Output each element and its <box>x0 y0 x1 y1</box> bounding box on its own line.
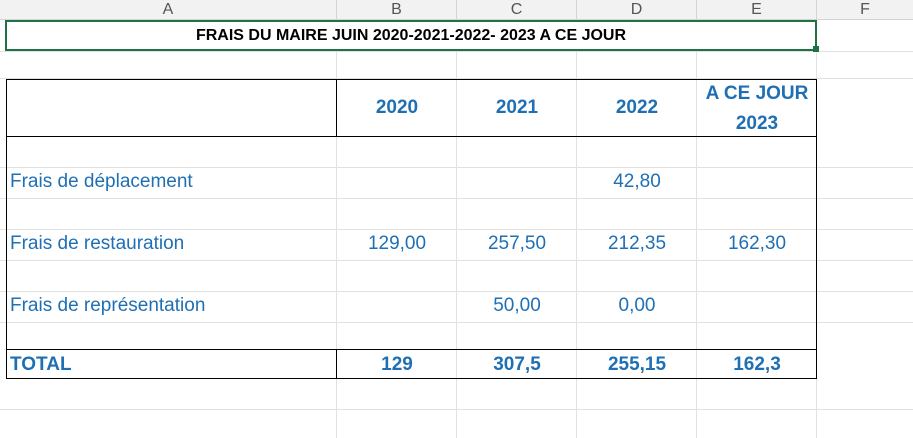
cell-representation-2021[interactable]: 50,00 <box>493 295 541 316</box>
gridline <box>0 291 913 292</box>
cell-restauration-2023[interactable]: 162,30 <box>727 233 787 254</box>
title-cell[interactable]: FRAIS DU MAIRE JUIN 2020-2021-2022- 2023… <box>5 20 817 51</box>
gridline <box>0 167 913 168</box>
total-label[interactable]: TOTAL <box>10 354 72 375</box>
total-2023[interactable]: 162,3 <box>733 354 781 375</box>
table-border-right <box>816 79 817 379</box>
column-header-d[interactable]: D <box>577 0 697 20</box>
table-border-divider <box>336 349 337 379</box>
gridline <box>0 260 913 261</box>
row-label-restauration[interactable]: Frais de restauration <box>10 233 185 254</box>
column-header-e[interactable]: E <box>697 0 817 20</box>
cell-deplacement-2022[interactable]: 42,80 <box>613 171 661 192</box>
column-header-c[interactable]: C <box>457 0 577 20</box>
header-2021[interactable]: 2021 <box>495 97 539 118</box>
column-header-a[interactable]: A <box>0 0 337 20</box>
table-border-bottom <box>6 378 817 379</box>
gridline <box>0 322 913 323</box>
header-a-ce-jour[interactable]: A CE JOUR <box>705 83 809 104</box>
total-2022[interactable]: 255,15 <box>607 354 667 375</box>
table-border-divider <box>336 79 337 137</box>
table-border-top <box>6 79 817 80</box>
cell-representation-2022[interactable]: 0,00 <box>618 295 656 316</box>
row-label-deplacement[interactable]: Frais de déplacement <box>10 171 193 192</box>
fill-handle[interactable] <box>813 46 819 52</box>
row-label-representation[interactable]: Frais de représentation <box>10 295 206 316</box>
gridline <box>0 51 913 52</box>
column-header-f[interactable]: F <box>817 0 913 20</box>
cell-restauration-2021[interactable]: 257,50 <box>487 233 547 254</box>
cell-restauration-2020[interactable]: 129,00 <box>367 233 427 254</box>
table-border-header-bottom <box>6 136 817 137</box>
header-2023[interactable]: 2023 <box>735 113 779 134</box>
column-header-b[interactable]: B <box>337 0 457 20</box>
gridline <box>0 229 913 230</box>
total-2020[interactable]: 129 <box>381 354 413 375</box>
header-2022[interactable]: 2022 <box>615 97 659 118</box>
table-border-total-top <box>6 349 817 350</box>
header-2020[interactable]: 2020 <box>375 97 419 118</box>
gridline <box>0 198 913 199</box>
total-2021[interactable]: 307,5 <box>493 354 541 375</box>
gridline <box>0 78 913 79</box>
table-border-left <box>6 79 7 379</box>
cell-restauration-2022[interactable]: 212,35 <box>607 233 667 254</box>
gridline <box>0 409 913 410</box>
